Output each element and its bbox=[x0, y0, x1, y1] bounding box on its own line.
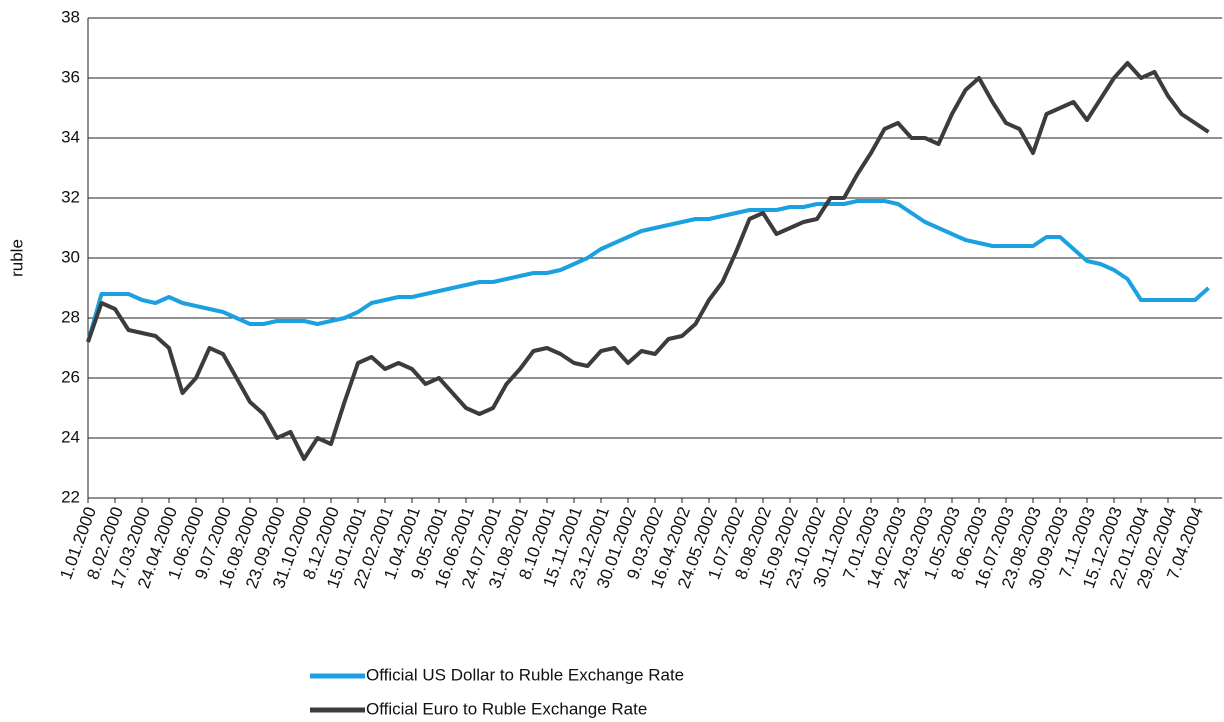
y-tick-label: 38 bbox=[61, 7, 80, 26]
y-tick-label: 24 bbox=[61, 427, 80, 446]
y-tick-label: 28 bbox=[61, 307, 80, 326]
line-series bbox=[86, 61, 1210, 461]
y-tick-label: 34 bbox=[61, 127, 80, 146]
y-tick-label: 30 bbox=[61, 247, 80, 266]
y-tick-label: 22 bbox=[61, 487, 80, 506]
y-tick-label: 26 bbox=[61, 367, 80, 386]
legend-label: Official US Dollar to Ruble Exchange Rat… bbox=[366, 665, 684, 684]
legend-label: Official Euro to Ruble Exchange Rate bbox=[366, 699, 647, 718]
line-series bbox=[86, 199, 1210, 343]
y-tick-label: 36 bbox=[61, 67, 80, 86]
y-axis-label: ruble bbox=[7, 239, 26, 277]
y-tick-label: 32 bbox=[61, 187, 80, 206]
